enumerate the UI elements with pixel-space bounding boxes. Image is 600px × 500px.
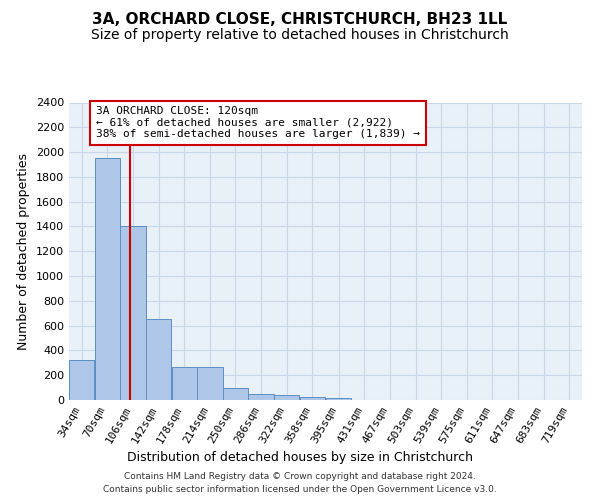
Text: Size of property relative to detached houses in Christchurch: Size of property relative to detached ho… <box>91 28 509 42</box>
Text: Contains public sector information licensed under the Open Government Licence v3: Contains public sector information licen… <box>103 485 497 494</box>
Bar <box>326 398 351 400</box>
Bar <box>223 388 248 400</box>
Bar <box>95 158 120 400</box>
Bar <box>197 367 223 400</box>
Text: Distribution of detached houses by size in Christchurch: Distribution of detached houses by size … <box>127 451 473 464</box>
Bar <box>121 226 146 400</box>
Bar <box>69 360 94 400</box>
Bar <box>146 320 171 400</box>
Y-axis label: Number of detached properties: Number of detached properties <box>17 153 31 350</box>
Text: 3A ORCHARD CLOSE: 120sqm
← 61% of detached houses are smaller (2,922)
38% of sem: 3A ORCHARD CLOSE: 120sqm ← 61% of detach… <box>96 106 420 140</box>
Bar <box>172 367 197 400</box>
Text: Contains HM Land Registry data © Crown copyright and database right 2024.: Contains HM Land Registry data © Crown c… <box>124 472 476 481</box>
Bar <box>274 395 299 400</box>
Bar <box>248 394 274 400</box>
Text: 3A, ORCHARD CLOSE, CHRISTCHURCH, BH23 1LL: 3A, ORCHARD CLOSE, CHRISTCHURCH, BH23 1L… <box>92 12 508 28</box>
Bar <box>300 397 325 400</box>
